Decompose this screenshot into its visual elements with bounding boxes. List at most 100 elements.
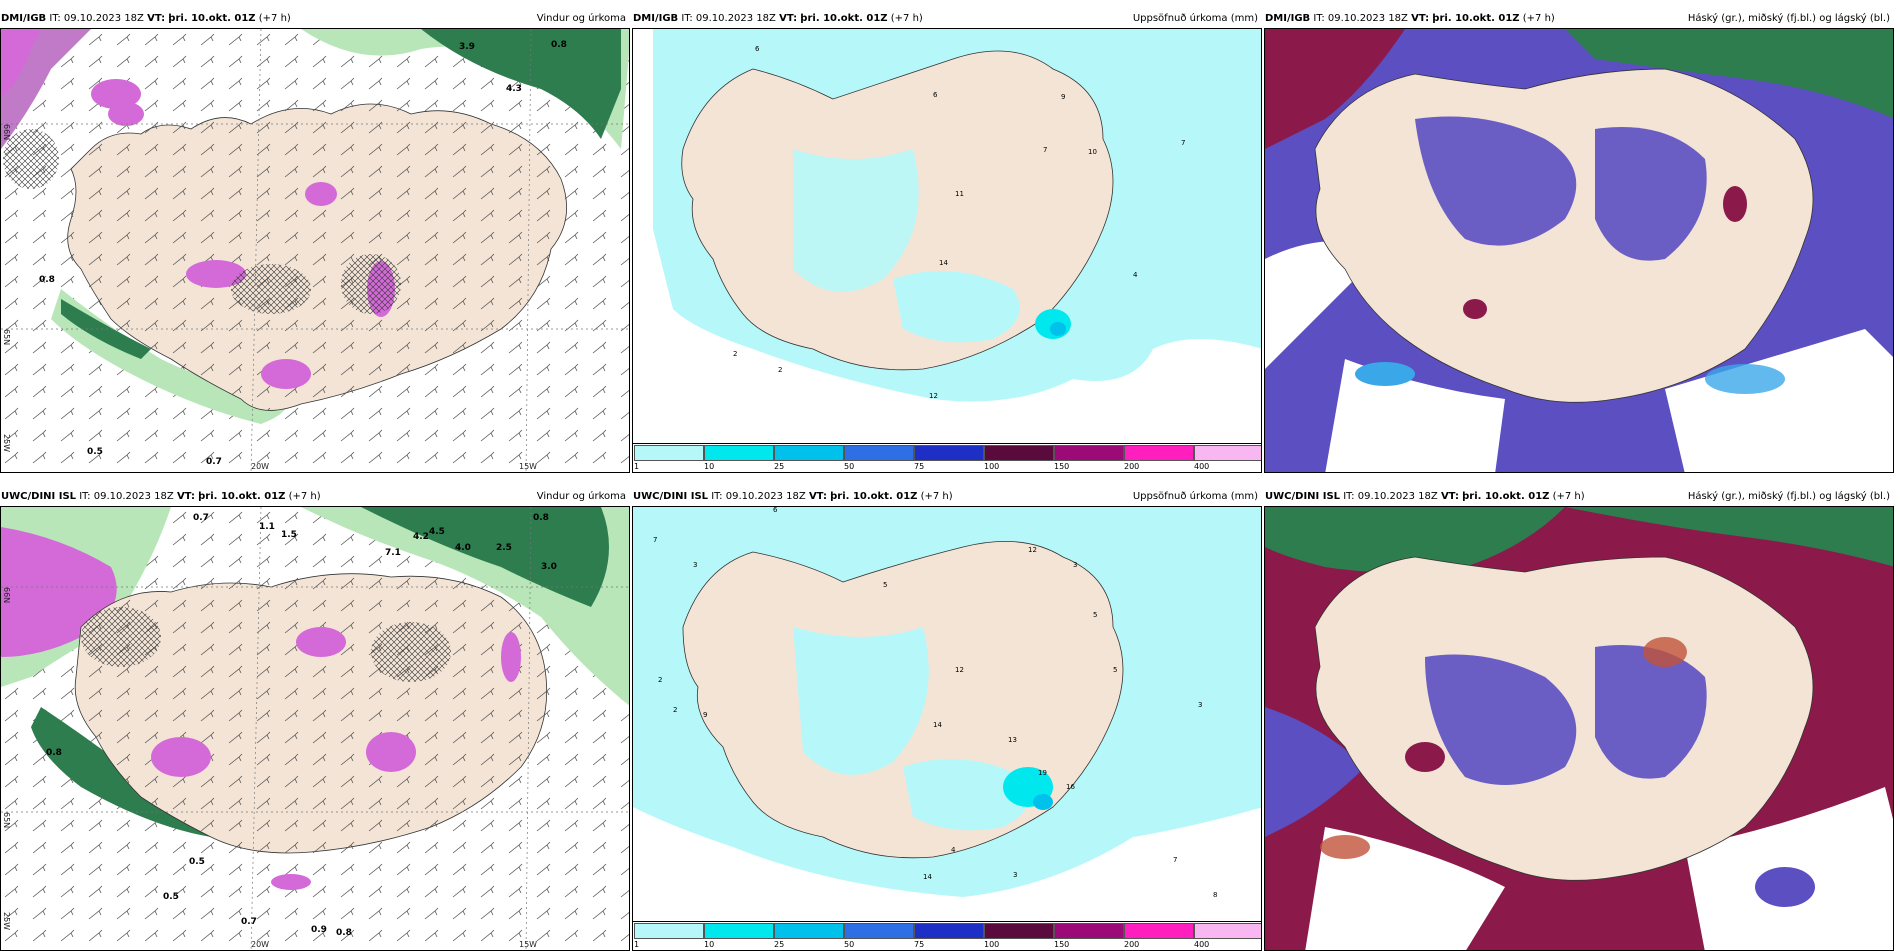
panel-title: Uppsöfnuð úrkoma (mm) <box>1132 13 1258 24</box>
precip-label: 0.5 <box>189 857 205 867</box>
precip-value: 2 <box>733 350 737 358</box>
wind-map[interactable]: 0.7 4.2 4.5 0.8 4.0 2.5 7.1 3.0 1.1 1.5 … <box>0 506 630 951</box>
valid-time: þri. 10.okt. 01Z <box>830 491 918 502</box>
colorbar-tick: 10 <box>704 462 715 471</box>
colorbar-tick: 100 <box>984 940 1000 949</box>
precip-value: 3 <box>693 561 697 569</box>
init-time: IT: 09.10.2023 18Z <box>79 491 174 502</box>
precip-label: 3.9 <box>459 42 475 52</box>
colorbar-tick: 200 <box>1124 462 1140 471</box>
precip-label: 0.5 <box>87 447 103 457</box>
precip-value: 2 <box>673 706 677 714</box>
valid-time: þri. 10.okt. 01Z <box>1462 491 1550 502</box>
colorbar-tick: 1 <box>634 940 640 949</box>
precip-value: 4 <box>1133 271 1138 279</box>
precip-label: 3.0 <box>541 562 557 572</box>
panel-header: UWC/DINI ISL IT: 09.10.2023 18Z VT: þri.… <box>1264 490 1894 504</box>
panel-title: Háský (gr.), miðský (fj.bl.) og lágský (… <box>1687 491 1890 502</box>
panel-precip-uwc: UWC/DINI ISL IT: 09.10.2023 18Z VT: þri.… <box>632 486 1262 951</box>
precip-label: 1.5 <box>281 530 297 540</box>
precip-label: 7.1 <box>385 548 401 558</box>
precip-label: 4.3 <box>506 84 522 94</box>
panel-header: DMI/IGB IT: 09.10.2023 18Z VT: þri. 10.o… <box>632 12 1262 26</box>
valid-time: þri. 10.okt. 01Z <box>168 13 256 24</box>
precip-map[interactable]: 6 6 9 7 10 7 11 14 4 12 2 2 <box>632 28 1262 473</box>
lat-label: 66N <box>2 124 11 140</box>
precip-value: 13 <box>1008 736 1017 744</box>
lon-label: 20W <box>251 940 269 949</box>
precip-value: 7 <box>1181 139 1185 147</box>
lead-time: (+7 h) <box>1552 491 1585 502</box>
precip-label: 4.2 <box>413 532 429 542</box>
precip-value: 6 <box>933 91 938 99</box>
panel-header: UWC/DINI ISL IT: 09.10.2023 18Z VT: þri.… <box>632 490 1262 504</box>
valid-time: þri. 10.okt. 01Z <box>1432 13 1520 24</box>
precip-value: 14 <box>933 721 942 729</box>
precip-values: 6 6 9 7 10 7 11 14 4 12 2 2 <box>733 45 1185 400</box>
colorbar-tick: 50 <box>844 462 855 471</box>
precip-label: 0.8 <box>46 748 62 758</box>
panel-wind-dmi: DMI/IGB IT: 09.10.2023 18Z VT: þri. 10.o… <box>0 8 630 473</box>
init-time: IT: 09.10.2023 18Z <box>1313 13 1408 24</box>
colorbar-tick: 50 <box>844 940 855 949</box>
cloud-map[interactable] <box>1264 28 1894 473</box>
colorbar-tick: 150 <box>1054 462 1070 471</box>
precip-value: 4 <box>951 846 956 854</box>
init-time: IT: 09.10.2023 18Z <box>681 13 776 24</box>
precip-value: 5 <box>883 581 887 589</box>
precip-label: 0.9 <box>311 925 327 935</box>
precip-value: 3 <box>1013 871 1017 879</box>
wind-map[interactable]: 3.9 0.8 4.3 0.8 0.5 0.7 66N 65N 25W 20W … <box>0 28 630 473</box>
precip-value: 3 <box>1198 701 1202 709</box>
precip-value: 3 <box>1073 561 1077 569</box>
model-source: UWC/DINI ISL <box>1265 491 1341 502</box>
precip-label: 0.7 <box>193 513 209 523</box>
lead-time: (+7 h) <box>258 13 291 24</box>
precip-label: 0.8 <box>39 275 55 285</box>
panel-title: Uppsöfnuð úrkoma (mm) <box>1132 491 1258 502</box>
panel-precip-dmi: DMI/IGB IT: 09.10.2023 18Z VT: þri. 10.o… <box>632 8 1262 473</box>
precip-label: 0.8 <box>336 928 352 938</box>
valid-time: þri. 10.okt. 01Z <box>198 491 286 502</box>
precip-value: 9 <box>1061 93 1065 101</box>
colorbar-tick: 25 <box>774 940 785 949</box>
precip-value: 9 <box>703 711 707 719</box>
precip-label: 4.0 <box>455 543 471 553</box>
lon-label: 25W <box>2 434 11 452</box>
precip-value: 12 <box>1028 546 1037 554</box>
init-time: IT: 09.10.2023 18Z <box>711 491 806 502</box>
panel-clouds-dmi: DMI/IGB IT: 09.10.2023 18Z VT: þri. 10.o… <box>1264 8 1894 473</box>
lead-time: (+7 h) <box>1522 13 1555 24</box>
precip-label: 0.5 <box>163 892 179 902</box>
valid-time-label: VT: <box>176 491 195 502</box>
init-time: IT: 09.10.2023 18Z <box>49 13 144 24</box>
precip-map[interactable]: 6 7 3 5 9 12 3 5 2 2 12 14 13 19 16 5 3 … <box>632 506 1262 951</box>
colorbar-tick: 75 <box>914 940 925 949</box>
init-time: IT: 09.10.2023 18Z <box>1343 491 1438 502</box>
precip-value: 6 <box>773 507 778 514</box>
lat-label: 65N <box>2 329 11 345</box>
lon-label: 15W <box>519 940 537 949</box>
lead-time: (+7 h) <box>890 13 923 24</box>
valid-time-label: VT: <box>808 491 827 502</box>
precip-value: 11 <box>955 190 964 198</box>
panel-header: UWC/DINI ISL IT: 09.10.2023 18Z VT: þri.… <box>0 490 630 504</box>
precip-value: 5 <box>1113 666 1117 674</box>
valid-time-label: VT: <box>779 13 798 24</box>
model-source: UWC/DINI ISL <box>1 491 77 502</box>
precip-value: 8 <box>1213 891 1217 899</box>
lead-time: (+7 h) <box>288 491 321 502</box>
valid-time-label: VT: <box>147 13 166 24</box>
colorbar-tick: 400 <box>1194 940 1210 949</box>
cloud-map[interactable] <box>1264 506 1894 951</box>
colorbar: 1 10 25 50 75 100 150 200 400 <box>633 921 1261 950</box>
colorbar-tick: 200 <box>1124 940 1140 949</box>
lon-label: 15W <box>519 462 537 471</box>
panel-title: Vindur og úrkoma <box>536 491 626 502</box>
precip-value: 7 <box>1043 146 1047 154</box>
precip-label: 1.1 <box>259 522 275 532</box>
precip-value: 10 <box>1088 148 1097 156</box>
precip-label: 0.7 <box>206 457 222 467</box>
precip-values: 6 7 3 5 9 12 3 5 2 2 12 14 13 19 16 5 3 … <box>653 507 1217 899</box>
panel-wind-uwc: UWC/DINI ISL IT: 09.10.2023 18Z VT: þri.… <box>0 486 630 951</box>
